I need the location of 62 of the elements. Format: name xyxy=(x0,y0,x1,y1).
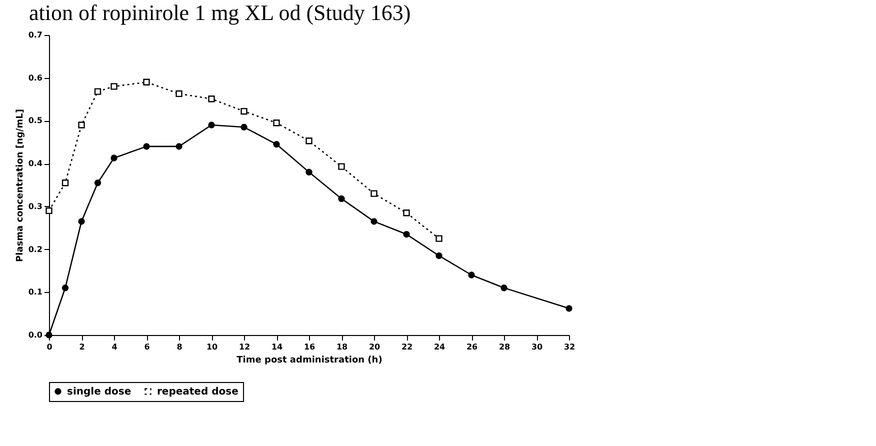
x-tick-label: 6 xyxy=(144,342,150,352)
point xyxy=(94,88,102,95)
legend-label: single dose xyxy=(67,386,132,398)
point xyxy=(566,305,572,312)
point xyxy=(306,168,312,176)
x-tick-label: 22 xyxy=(401,342,413,352)
y-tick-label: 0.1 xyxy=(28,288,43,297)
x-tick-label: 32 xyxy=(564,342,576,352)
point xyxy=(436,252,442,260)
x-tick-label: 18 xyxy=(336,342,348,352)
point xyxy=(403,210,410,216)
y-tick-label: 0.0 xyxy=(28,330,43,340)
point xyxy=(110,83,118,90)
x-tick-label: 20 xyxy=(368,342,380,352)
x-tick-label: 4 xyxy=(112,342,118,352)
point xyxy=(78,122,85,128)
y-tick-label: 0.4 xyxy=(28,159,43,168)
point xyxy=(46,207,52,214)
point xyxy=(436,235,442,242)
point xyxy=(62,284,69,292)
point xyxy=(240,124,248,130)
x-tick-label: 0 xyxy=(46,342,53,352)
y-tick-label: 0.5 xyxy=(28,116,43,126)
x-tick-label: 14 xyxy=(271,342,283,352)
y-axis-title: Plasma concentration [ng/mL] xyxy=(15,109,26,262)
point xyxy=(370,190,378,197)
point xyxy=(468,272,475,278)
x-tick-label: 28 xyxy=(498,342,510,352)
point xyxy=(273,120,280,126)
point xyxy=(208,96,215,102)
y-tick-label: 0.2 xyxy=(28,244,42,254)
x-tick-label: 26 xyxy=(466,342,478,352)
y-tick-label: 0.7 xyxy=(28,30,42,40)
point xyxy=(403,230,410,238)
y-tick-label: 0.6 xyxy=(28,73,43,82)
x-tick-label: 12 xyxy=(238,342,250,352)
point xyxy=(143,78,150,86)
point xyxy=(500,284,508,292)
point xyxy=(240,108,248,115)
point xyxy=(110,154,118,162)
point xyxy=(208,122,215,128)
point xyxy=(338,195,345,202)
y-tick-label: 0.3 xyxy=(28,202,42,211)
point xyxy=(62,180,69,186)
point xyxy=(78,218,85,225)
x-tick-label: 8 xyxy=(176,342,183,352)
x-tick-label: 24 xyxy=(434,342,446,352)
chart-title: ation of ropinirole 1 mg XL od (Study 163) xyxy=(29,0,411,25)
point xyxy=(143,143,150,150)
x-tick-label: 2 xyxy=(79,342,85,352)
legend-label: repeated dose xyxy=(157,386,239,398)
point xyxy=(273,140,280,148)
point xyxy=(176,90,182,98)
point xyxy=(306,138,312,144)
x-tick-label: 10 xyxy=(206,342,218,352)
x-tick-label: 16 xyxy=(304,342,316,352)
point xyxy=(338,163,345,170)
x-axis-title: Time post administration (h) xyxy=(236,356,382,366)
x-tick-label: 30 xyxy=(531,342,543,352)
point xyxy=(176,143,182,150)
point xyxy=(370,218,378,225)
point xyxy=(94,180,102,186)
